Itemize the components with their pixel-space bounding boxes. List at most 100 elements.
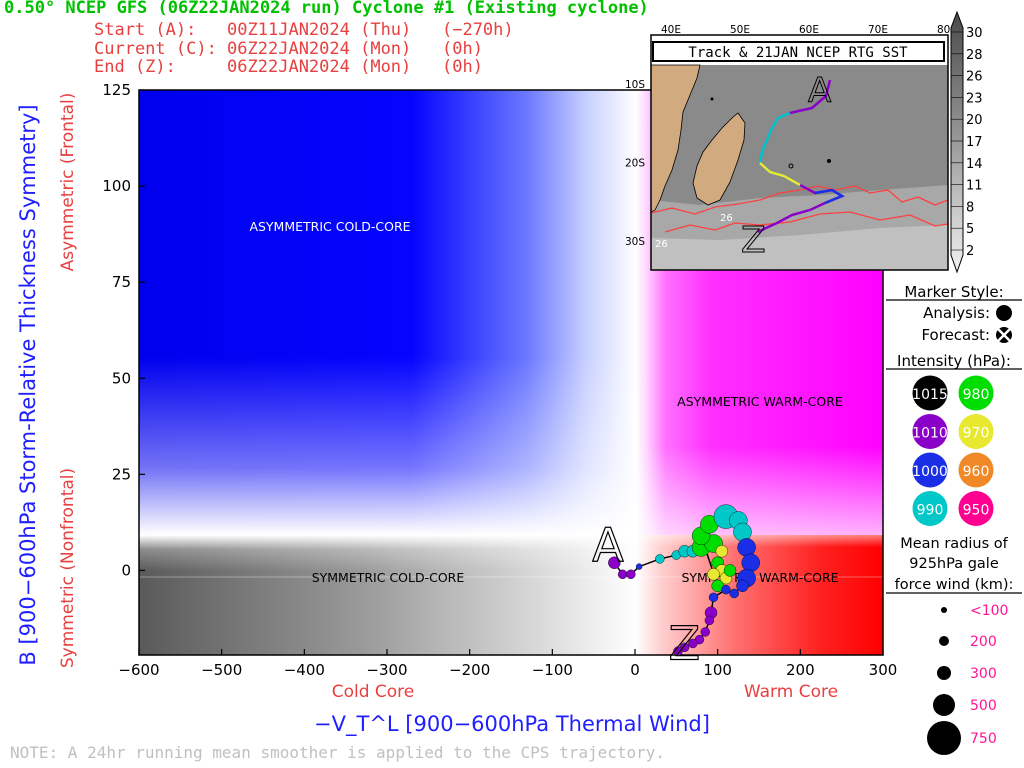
x-tick-label: −500	[201, 661, 242, 679]
y-axis-symmetric-label: Symmetric (Nonfrontal)	[58, 468, 78, 668]
x-tick-label: −100	[532, 661, 573, 679]
chart-title: 0.50° NCEP GFS (06Z22JAN2024 run) Cyclon…	[4, 0, 649, 18]
intensity-swatch	[958, 491, 994, 526]
trajectory-point	[715, 545, 728, 558]
trajectory-point	[729, 588, 739, 599]
trajectory-point	[608, 556, 621, 569]
colorbar-label: 30	[966, 26, 983, 41]
radius-swatch	[927, 721, 961, 755]
radius-swatch	[941, 607, 947, 613]
sst-26-contour-south	[664, 211, 949, 233]
radius-label: <100	[970, 603, 1008, 619]
inset-lon-label: 40E	[661, 24, 681, 36]
inset-lon-label: 70E	[868, 24, 888, 36]
start-time-label: Start (A): 00Z11JAN2024 (Thu) (−270h)	[94, 20, 514, 40]
inset-lon-label: 50E	[730, 24, 750, 36]
x-tick-label: 100	[703, 661, 732, 679]
x-tick-label: 200	[786, 661, 815, 679]
legend-analysis-marker	[996, 305, 1012, 321]
y-tick-label: 100	[102, 177, 131, 195]
colorbar-label: 28	[966, 48, 983, 63]
x-tick-label: −400	[284, 661, 325, 679]
intensity-label: 980	[963, 387, 990, 403]
cps-trajectory: AZ	[592, 504, 760, 671]
x-tick-label: 300	[869, 661, 898, 679]
africa-landmass	[650, 64, 701, 213]
y-tick-label: 50	[112, 369, 131, 387]
intensity-swatch	[912, 491, 948, 526]
y-tick-label: 25	[112, 465, 131, 483]
inset-lat-label: 20S	[625, 158, 645, 170]
x-tick-label: −200	[449, 661, 490, 679]
trajectory-point	[655, 554, 665, 564]
trajectory-point	[723, 564, 737, 577]
x-axis: −600 −500 −400 −300 −200 −100 0 100 200 300	[118, 649, 897, 679]
intensity-label: 1015	[912, 387, 948, 403]
madagascar-landmass	[692, 112, 746, 206]
island-marker	[827, 159, 831, 163]
trajectory-point	[733, 522, 752, 542]
legend-analysis-label: Analysis:	[923, 304, 990, 322]
sst-colorbar: 30 28 26 23 20 17 14 11 8 5 2	[950, 10, 983, 274]
y-tick-label: 75	[112, 273, 131, 291]
x-axis-title: −V_T^L [900−600hPa Thermal Wind]	[314, 712, 710, 737]
x-tick-label: −300	[366, 661, 407, 679]
sst-26-contour	[650, 185, 949, 215]
quadrant-label-asym-warm: ASYMMETRIC WARM-CORE	[677, 394, 843, 409]
smoother-note: NOTE: A 24hr running mean smoother is ap…	[10, 743, 666, 762]
inset-track-peak	[759, 162, 801, 187]
trajectory-point	[635, 563, 643, 570]
island-marker	[788, 163, 794, 169]
island-marker	[710, 97, 714, 101]
intensity-label: 1000	[912, 464, 948, 480]
legend-radius-title: Mean radius of	[900, 536, 1008, 552]
colorbar-label: 5	[966, 222, 974, 237]
trajectory-point	[626, 569, 636, 579]
radius-swatch	[933, 694, 955, 716]
trajectory-point	[704, 615, 715, 626]
sst-contour-label: 26	[655, 239, 668, 250]
inset-lon-label: 60E	[799, 24, 819, 36]
y-axis: 0 25 50 75 100 125	[102, 81, 145, 579]
legend-marker-style-title: Marker Style:	[904, 283, 1003, 301]
radius-legend: <100 200 300 500 750	[927, 603, 1008, 755]
inset-track-recurve	[814, 188, 845, 205]
y-axis-asymmetric-label: Asymmetric (Frontal)	[58, 93, 78, 272]
current-time-label: Current (C): 06Z22JAN2024 (Mon) (0h)	[94, 39, 483, 59]
trajectory-point	[688, 638, 698, 649]
end-marker-z: Z	[669, 617, 701, 671]
start-marker-a: A	[592, 518, 624, 572]
colorbar-label: 8	[966, 200, 974, 215]
y-axis-title: B [900−600hPa Storm-Relative Thickness S…	[16, 104, 40, 665]
colorbar-label: 14	[966, 157, 983, 172]
colorbar-label: 17	[966, 135, 983, 150]
radius-label: 500	[970, 698, 997, 714]
trajectory-point	[673, 646, 683, 656]
trajectory-point	[721, 584, 731, 595]
trajectory-point	[707, 568, 720, 581]
inset-title: Track & 21JAN NCEP RTG SST	[688, 45, 908, 61]
intensity-swatch	[912, 414, 948, 449]
trajectory-point	[737, 538, 756, 557]
intensity-legend: 1015 980 1010 970 1000 960 990 950	[912, 375, 994, 526]
intensity-label: 950	[963, 503, 990, 519]
intensity-swatch	[958, 375, 994, 411]
colorbar-label: 11	[966, 179, 983, 194]
inset-title-box	[652, 41, 945, 62]
inset-end-marker: Z	[741, 220, 766, 261]
radius-swatch	[939, 636, 949, 646]
radius-label: 750	[970, 731, 997, 747]
inset-cold-water	[651, 225, 948, 270]
x-tick-label: 0	[630, 661, 640, 679]
intensity-label: 960	[963, 464, 990, 480]
colorbar-label: 26	[966, 70, 983, 85]
colorbar-label: 20	[966, 113, 983, 128]
radius-label: 300	[970, 666, 997, 682]
y-tick-label: 125	[102, 81, 131, 99]
legend-radius-title: force wind (km):	[895, 577, 1014, 593]
quadrant-label-asym-cold: ASYMMETRIC COLD-CORE	[249, 219, 410, 234]
inset-lat-label: 10S	[625, 79, 645, 91]
end-time-label: End (Z): 06Z22JAN2024 (Mon) (0h)	[94, 57, 483, 77]
legend: Marker Style: Analysis: Forecast: Intens…	[886, 283, 1022, 755]
quadrant-label-sym-warm: SYMMETRIC WARM-CORE	[681, 570, 838, 585]
